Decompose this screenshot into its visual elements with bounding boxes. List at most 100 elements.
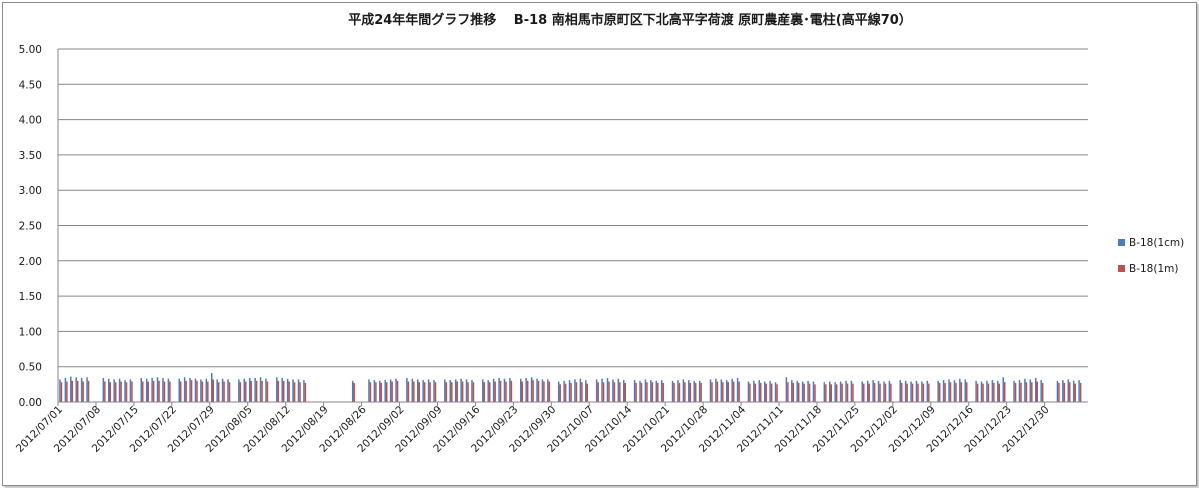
bar-1m xyxy=(976,383,979,402)
bar-1cm xyxy=(731,378,733,402)
bar-1m xyxy=(835,384,838,402)
bar-1m xyxy=(868,383,870,402)
bar-1m xyxy=(646,382,648,402)
bar-1m xyxy=(169,381,171,402)
bar-1cm xyxy=(1035,377,1037,402)
bar-1m xyxy=(722,382,724,402)
bar-1m xyxy=(1058,382,1060,402)
bar-1cm xyxy=(156,377,159,402)
bar-1m xyxy=(207,381,209,402)
bar-1cm xyxy=(1072,380,1075,402)
axes xyxy=(57,49,1088,403)
bar-1cm xyxy=(1078,380,1080,402)
bar-1m xyxy=(662,382,664,402)
bar-1m xyxy=(1063,382,1066,402)
bar-1m xyxy=(418,382,420,402)
bar-1m xyxy=(651,382,654,402)
bars xyxy=(59,373,1082,402)
bar-1cm xyxy=(937,380,939,402)
gridlines xyxy=(58,48,1088,368)
bar-1cm xyxy=(108,378,110,402)
bar-1cm xyxy=(655,380,658,402)
bar-1cm xyxy=(910,381,912,402)
bar-1cm xyxy=(86,377,88,402)
bar-1cm xyxy=(829,381,831,402)
bar-1m xyxy=(266,381,269,402)
bar-1m xyxy=(635,382,637,402)
bar-1m xyxy=(472,382,475,402)
chart-title: 平成24年年間グラフ推移 B-18 南相馬市原町区下北高平字荷渡 原町農産裏･電… xyxy=(348,12,912,28)
bar-1m xyxy=(998,383,1001,402)
bar-1m xyxy=(282,380,285,402)
legend: B-18(1cm) B-18(1m) xyxy=(1118,237,1184,275)
bar-1cm xyxy=(845,380,847,402)
bar-1m xyxy=(152,380,155,402)
bar-1cm xyxy=(525,377,527,402)
bar-1cm xyxy=(677,380,679,402)
bar-1m xyxy=(1074,383,1076,402)
bar-1m xyxy=(689,382,692,402)
bar-1m xyxy=(846,383,849,402)
bar-1m xyxy=(1036,381,1038,402)
bar-1m xyxy=(602,382,605,402)
bar-1m xyxy=(245,381,247,402)
bar-1cm xyxy=(411,378,414,402)
bar-1cm xyxy=(1013,380,1015,402)
bar-1cm xyxy=(151,377,153,402)
legend-label: B-18(1cm) xyxy=(1129,237,1184,249)
bar-1cm xyxy=(530,377,533,402)
bar-1m xyxy=(147,381,149,402)
y-tick-label: 4.50 xyxy=(19,79,42,91)
bar-1cm xyxy=(953,380,956,402)
y-tick-label: 0.00 xyxy=(19,397,42,409)
bar-1m xyxy=(521,381,523,402)
bar-1cm xyxy=(379,380,381,402)
bar-1cm xyxy=(1002,377,1004,402)
bar-1m xyxy=(581,382,583,402)
bar-1m xyxy=(396,380,399,402)
bar-1cm xyxy=(520,378,522,402)
bar-1m xyxy=(619,382,621,402)
bar-1cm xyxy=(850,380,853,402)
bar-1m xyxy=(212,379,214,402)
bar-1m xyxy=(754,383,757,402)
bar-1cm xyxy=(145,378,148,402)
bar-1m xyxy=(190,380,193,402)
bar-1m xyxy=(196,380,198,402)
bar-1cm xyxy=(492,378,495,402)
bar-1m xyxy=(532,380,534,402)
bar-1cm xyxy=(801,381,804,402)
bar-1m xyxy=(250,380,252,402)
bar-1m xyxy=(760,382,762,402)
bar-1cm xyxy=(753,380,755,402)
bar-1m xyxy=(960,382,963,402)
bar-1m xyxy=(537,380,540,402)
bar-1m xyxy=(678,382,681,402)
bar-1cm xyxy=(709,379,712,402)
bar-1cm xyxy=(395,378,397,402)
y-tick-label: 1.00 xyxy=(19,326,42,338)
bar-1cm xyxy=(693,380,695,402)
bar-1m xyxy=(597,382,599,402)
bar-1cm xyxy=(427,379,430,402)
bar-1cm xyxy=(601,378,603,402)
bar-1cm xyxy=(422,380,424,402)
bar-1cm xyxy=(541,379,544,402)
bar-1m xyxy=(700,382,702,402)
bar-1m xyxy=(808,383,811,402)
bar-1cm xyxy=(444,379,446,402)
bar-1m xyxy=(104,381,106,402)
bar-1cm xyxy=(904,380,907,402)
bar-1m xyxy=(776,384,778,402)
legend-swatch xyxy=(1118,265,1125,272)
bar-1m xyxy=(255,380,258,402)
bar-1m xyxy=(787,382,789,402)
y-tick-label: 2.50 xyxy=(19,221,42,233)
bar-1cm xyxy=(644,379,647,402)
bar-1cm xyxy=(536,378,538,402)
bar-1cm xyxy=(454,379,457,402)
bar-1cm xyxy=(183,377,186,402)
bar-1cm xyxy=(595,379,598,402)
bar-1m xyxy=(613,382,616,402)
bar-1cm xyxy=(482,379,484,402)
